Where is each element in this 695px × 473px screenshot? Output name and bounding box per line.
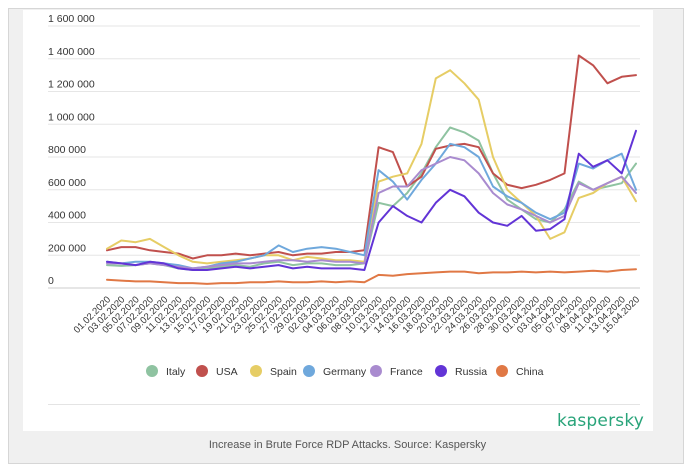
y-tick-label: 200 000: [48, 242, 86, 254]
y-tick-label: 400 000: [48, 210, 86, 222]
y-tick-label: 600 000: [48, 177, 86, 189]
legend-marker: [370, 365, 382, 377]
legend-marker: [435, 365, 447, 377]
y-tick-label: 1 600 000: [48, 13, 95, 25]
legend-label: USA: [216, 366, 238, 378]
series-line-france: [106, 156, 637, 270]
y-tick-label: 1 400 000: [48, 46, 95, 58]
y-tick-label: 0: [48, 275, 54, 287]
brand-logo: kaspersky: [557, 411, 645, 431]
legend-item-germany[interactable]: Germany: [303, 365, 367, 378]
y-tick-label: 800 000: [48, 144, 86, 156]
legend-item-italy[interactable]: Italy: [146, 365, 186, 378]
legend-item-spain[interactable]: Spain: [250, 365, 297, 378]
y-tick-label: 1 000 000: [48, 111, 95, 123]
legend-item-france[interactable]: France: [370, 365, 423, 378]
series-line-russia: [106, 129, 637, 271]
legend-label: Russia: [455, 366, 487, 378]
separator-line: [48, 404, 640, 405]
legend-marker: [146, 365, 158, 377]
legend-marker: [496, 365, 508, 377]
legend-label: Spain: [270, 366, 297, 378]
figure-caption: Increase in Brute Force RDP Attacks. Sou…: [208, 439, 487, 451]
y-tick-label: 1 200 000: [48, 79, 95, 91]
legend-item-russia[interactable]: Russia: [435, 365, 487, 378]
series-line-usa: [106, 54, 637, 260]
legend-label: Italy: [166, 366, 186, 378]
series-line-spain: [106, 69, 637, 265]
legend-label: France: [390, 366, 423, 378]
legend-marker: [250, 365, 262, 377]
legend-item-usa[interactable]: USA: [196, 365, 238, 378]
grid-lines: [48, 25, 640, 289]
legend-label: China: [516, 366, 544, 378]
legend-label: Germany: [323, 366, 367, 378]
series-lines: [106, 54, 637, 285]
legend-item-china[interactable]: China: [496, 365, 544, 378]
y-axis-ticks: 0 200 000 400 000 600 000 800 000 1 000 000 1 …: [48, 13, 95, 287]
legend-marker: [303, 365, 315, 377]
x-axis-ticks: 01.02.202003.02.202005.02.202007.02.2020…: [72, 294, 642, 335]
legend: Italy USA Spain Germany France Russia China: [146, 365, 544, 378]
legend-marker: [196, 365, 208, 377]
series-line-china: [106, 268, 637, 285]
